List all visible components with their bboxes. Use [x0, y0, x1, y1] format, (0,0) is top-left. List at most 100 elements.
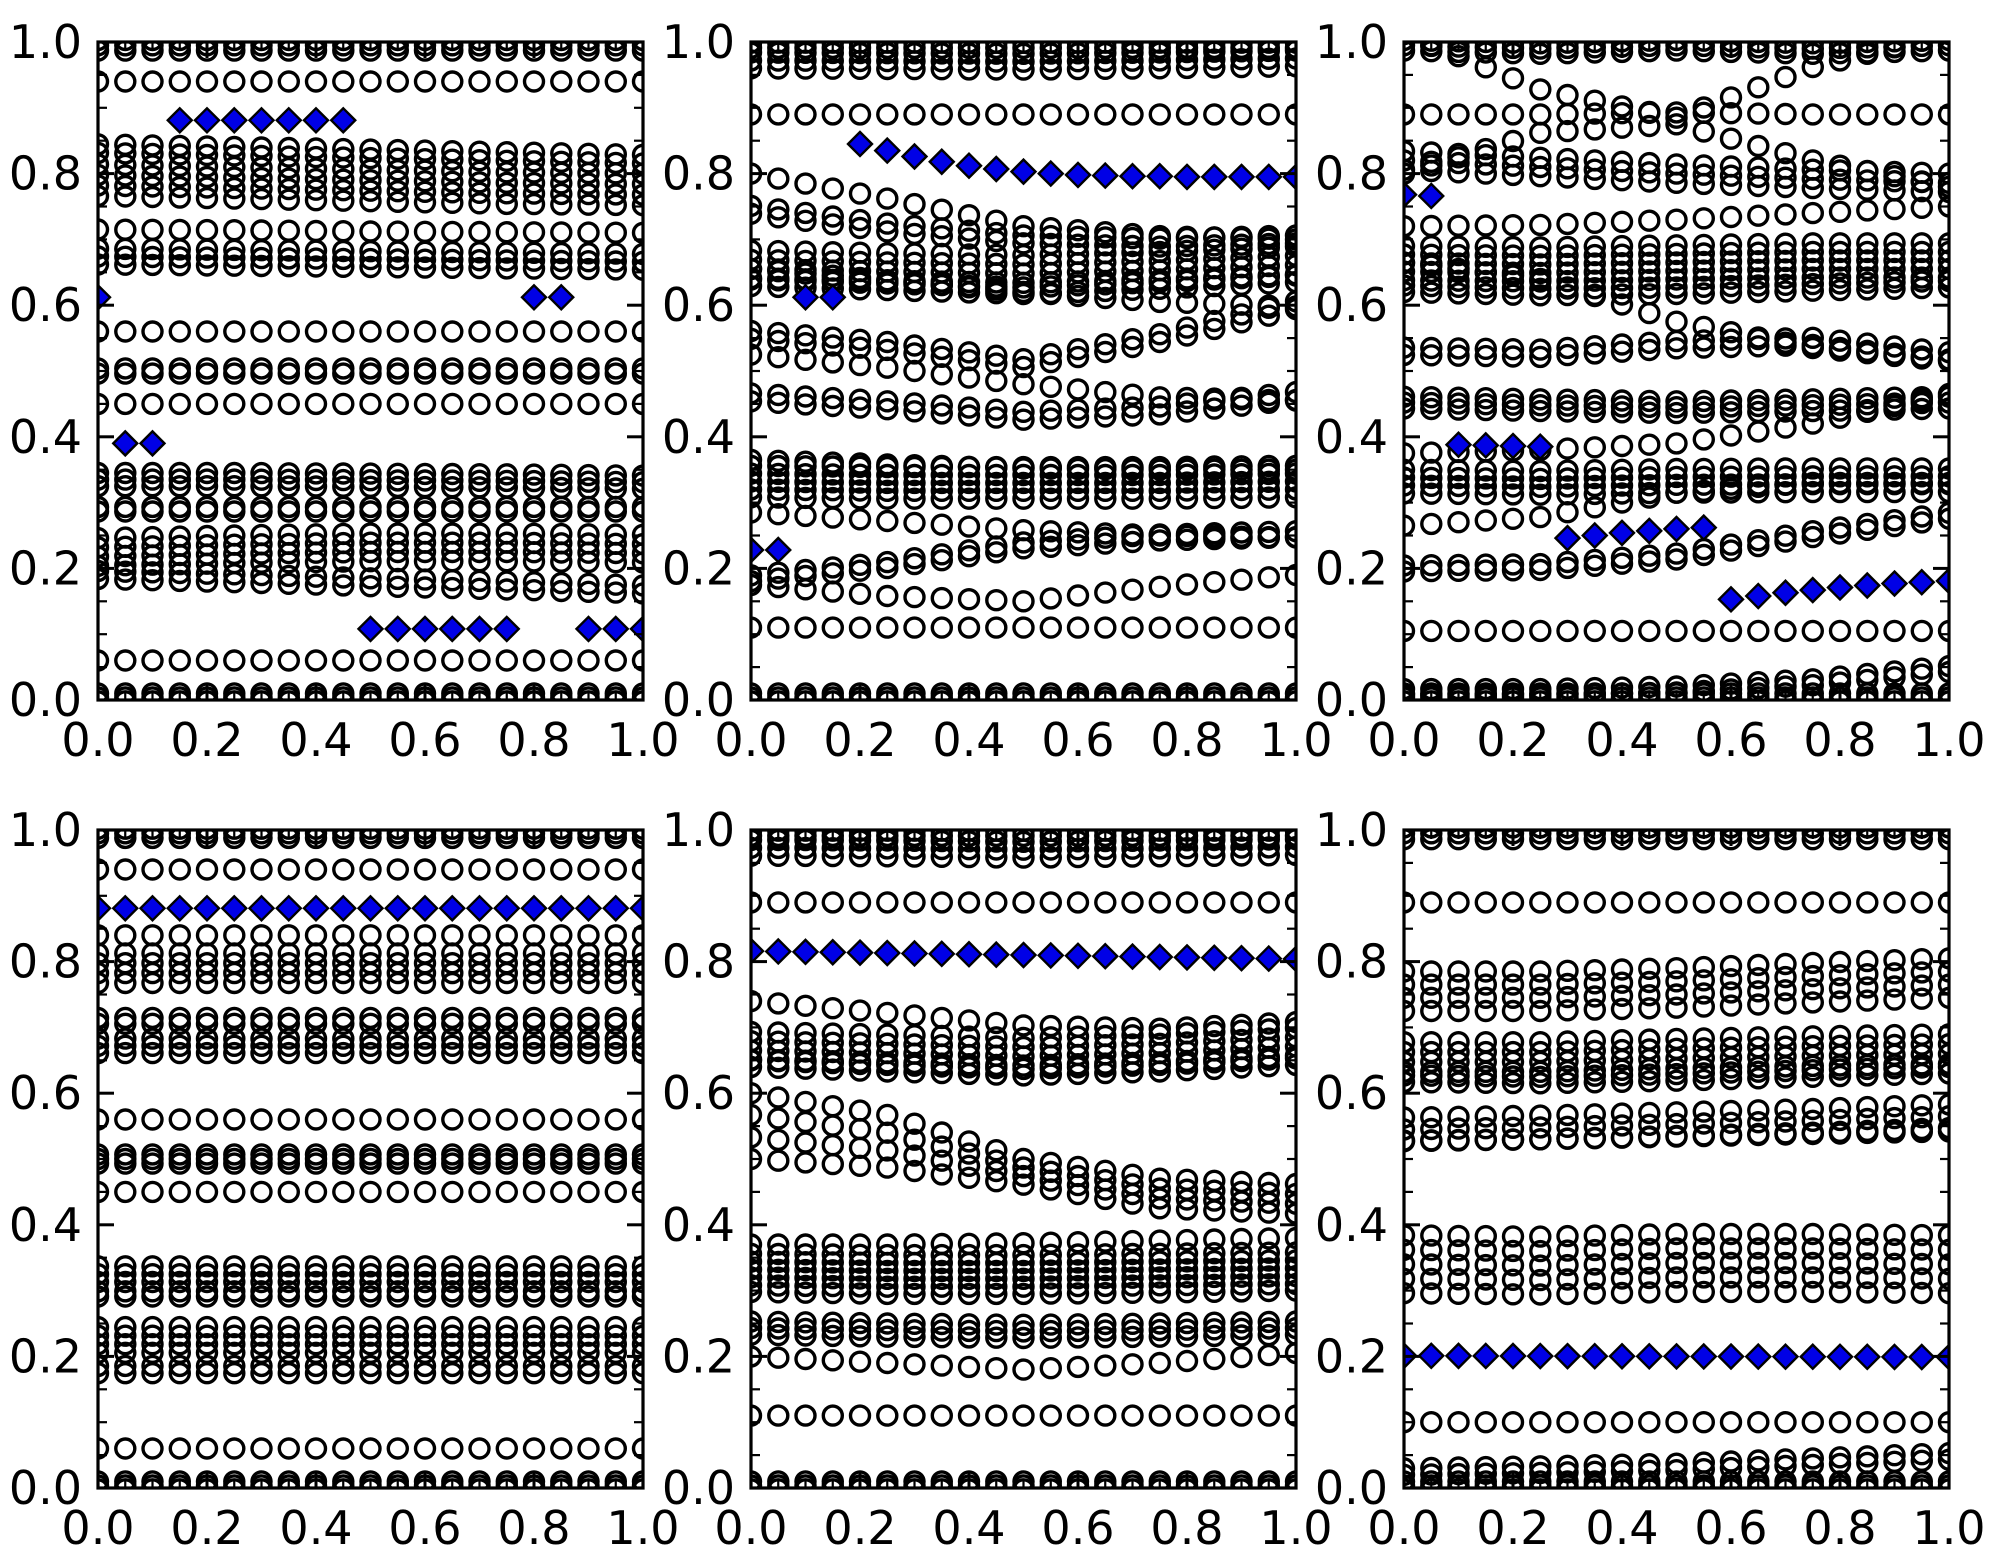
circle-bands-layer — [750, 41, 1297, 701]
panel-bottom-right: 0.0 0.2 0.4 0.6 0.8 1.0 0.0 0.2 0.4 0.6 0.8 1.0 — [1315, 803, 1986, 1555]
axes-frame — [96, 40, 645, 702]
y-tick-label: 0.6 — [9, 1066, 82, 1120]
x-tick-label: 0.2 — [1476, 713, 1549, 767]
y-tick-label: 0.2 — [1315, 541, 1388, 595]
y-tick-label: 0.6 — [662, 278, 735, 332]
axes-frame — [1402, 40, 1951, 702]
x-tick-label: 0.0 — [61, 713, 134, 767]
y-tick-label: 0.8 — [9, 935, 82, 989]
x-tick-label: 0.4 — [932, 1501, 1005, 1555]
x-tick-label: 0.6 — [1041, 713, 1114, 767]
x-tick-label: 0.8 — [1150, 713, 1223, 767]
y-tick-label: 0.6 — [1315, 1066, 1388, 1120]
tick-labels: 0.0 0.2 0.4 0.6 0.8 1.0 0.0 0.2 0.4 0.6 0.8 1.0 — [662, 803, 1333, 1555]
y-tick-label: 0.8 — [662, 147, 735, 201]
x-tick-label: 0.2 — [1476, 1501, 1549, 1555]
y-tick-label: 0.0 — [662, 1461, 735, 1515]
y-tick-label: 0.6 — [1315, 278, 1388, 332]
x-tick-label: 0.4 — [1585, 713, 1658, 767]
x-tick-label: 0.8 — [497, 713, 570, 767]
x-tick-label: 1.0 — [1912, 1501, 1985, 1555]
x-tick-label: 0.8 — [1803, 1501, 1876, 1555]
y-tick-label: 0.8 — [9, 147, 82, 201]
y-tick-label: 0.4 — [1315, 1198, 1388, 1252]
diamond-markers-layer — [750, 937, 1297, 973]
axes-frame — [749, 828, 1298, 1490]
x-tick-label: 0.6 — [388, 713, 461, 767]
x-tick-label: 0.2 — [170, 713, 243, 767]
x-tick-label: 1.0 — [1912, 713, 1985, 767]
y-tick-label: 1.0 — [9, 15, 82, 69]
circle-bands-layer — [750, 829, 1297, 1489]
x-tick-label: 1.0 — [606, 1501, 679, 1555]
panel-top-right: 0.0 0.2 0.4 0.6 0.8 1.0 0.0 0.2 0.4 0.6 0.8 1.0 — [1315, 15, 1986, 767]
y-tick-label: 0.2 — [9, 1329, 82, 1383]
panel-bottom-left: 0.0 0.2 0.4 0.6 0.8 1.0 0.0 0.2 0.4 0.6 0.8 1.0 — [9, 803, 680, 1555]
y-tick-label: 0.6 — [662, 1066, 735, 1120]
diamond-markers-layer — [97, 894, 644, 922]
x-tick-label: 1.0 — [1259, 713, 1332, 767]
panel-top-left: 0.0 0.2 0.4 0.6 0.8 1.0 0.0 0.2 0.4 0.6 0.8 1.0 — [9, 15, 680, 767]
y-tick-label: 1.0 — [662, 15, 735, 69]
y-tick-label: 0.2 — [662, 1329, 735, 1383]
x-tick-label: 0.6 — [388, 1501, 461, 1555]
y-tick-label: 0.0 — [1315, 673, 1388, 727]
diamond-markers-layer — [97, 106, 644, 643]
x-tick-label: 0.0 — [714, 713, 787, 767]
y-tick-label: 0.8 — [1315, 147, 1388, 201]
diamond-markers-layer — [1403, 1342, 1950, 1371]
y-tick-label: 0.4 — [9, 1198, 82, 1252]
x-tick-label: 0.8 — [1150, 1501, 1223, 1555]
x-tick-label: 0.4 — [279, 713, 352, 767]
x-tick-label: 0.4 — [279, 1501, 352, 1555]
tick-labels: 0.0 0.2 0.4 0.6 0.8 1.0 0.0 0.2 0.4 0.6 0.8 1.0 — [1315, 15, 1986, 767]
x-tick-label: 0.4 — [1585, 1501, 1658, 1555]
x-tick-label: 0.0 — [1367, 713, 1440, 767]
x-tick-label: 0.0 — [714, 1501, 787, 1555]
x-tick-label: 1.0 — [1259, 1501, 1332, 1555]
diamond-markers-layer — [750, 130, 1297, 564]
y-tick-label: 0.2 — [1315, 1329, 1388, 1383]
x-tick-label: 0.2 — [170, 1501, 243, 1555]
x-tick-label: 0.2 — [823, 713, 896, 767]
x-tick-label: 0.8 — [497, 1501, 570, 1555]
y-tick-label: 0.4 — [1315, 410, 1388, 464]
panel-top-middle: 0.0 0.2 0.4 0.6 0.8 1.0 0.0 0.2 0.4 0.6 0.8 1.0 — [662, 15, 1333, 767]
y-tick-label: 0.4 — [662, 1198, 735, 1252]
circle-bands-layer — [1403, 829, 1950, 1489]
axes-frame — [1402, 828, 1951, 1490]
y-tick-label: 1.0 — [1315, 803, 1388, 857]
y-tick-label: 0.0 — [9, 1461, 82, 1515]
y-tick-label: 0.0 — [662, 673, 735, 727]
y-tick-label: 0.8 — [1315, 935, 1388, 989]
tick-labels: 0.0 0.2 0.4 0.6 0.8 1.0 0.0 0.2 0.4 0.6 0.8 1.0 — [1315, 803, 1986, 1555]
y-tick-label: 0.8 — [662, 935, 735, 989]
panel-bottom-middle: 0.0 0.2 0.4 0.6 0.8 1.0 0.0 0.2 0.4 0.6 0.8 1.0 — [662, 803, 1333, 1555]
y-tick-label: 0.4 — [662, 410, 735, 464]
y-tick-label: 1.0 — [9, 803, 82, 857]
diamond-markers-layer — [1403, 180, 1950, 614]
x-tick-label: 0.0 — [1367, 1501, 1440, 1555]
y-tick-label: 0.0 — [1315, 1461, 1388, 1515]
y-tick-label: 0.4 — [9, 410, 82, 464]
x-tick-label: 0.4 — [932, 713, 1005, 767]
tick-labels: 0.0 0.2 0.4 0.6 0.8 1.0 0.0 0.2 0.4 0.6 0.8 1.0 — [9, 15, 680, 767]
x-tick-label: 0.2 — [823, 1501, 896, 1555]
y-tick-label: 0.6 — [9, 278, 82, 332]
x-tick-label: 0.6 — [1694, 1501, 1767, 1555]
tick-labels: 0.0 0.2 0.4 0.6 0.8 1.0 0.0 0.2 0.4 0.6 0.8 1.0 — [9, 803, 680, 1555]
x-tick-label: 0.8 — [1803, 713, 1876, 767]
y-tick-label: 0.2 — [662, 541, 735, 595]
axes-frame — [749, 40, 1298, 702]
y-tick-label: 0.0 — [9, 673, 82, 727]
x-tick-label: 0.0 — [61, 1501, 134, 1555]
x-tick-label: 1.0 — [606, 713, 679, 767]
circle-bands-layer — [97, 41, 644, 701]
y-tick-label: 1.0 — [1315, 15, 1388, 69]
x-tick-label: 0.6 — [1694, 713, 1767, 767]
x-tick-label: 0.6 — [1041, 1501, 1114, 1555]
circle-bands-layer — [1403, 41, 1950, 701]
y-tick-label: 1.0 — [662, 803, 735, 857]
